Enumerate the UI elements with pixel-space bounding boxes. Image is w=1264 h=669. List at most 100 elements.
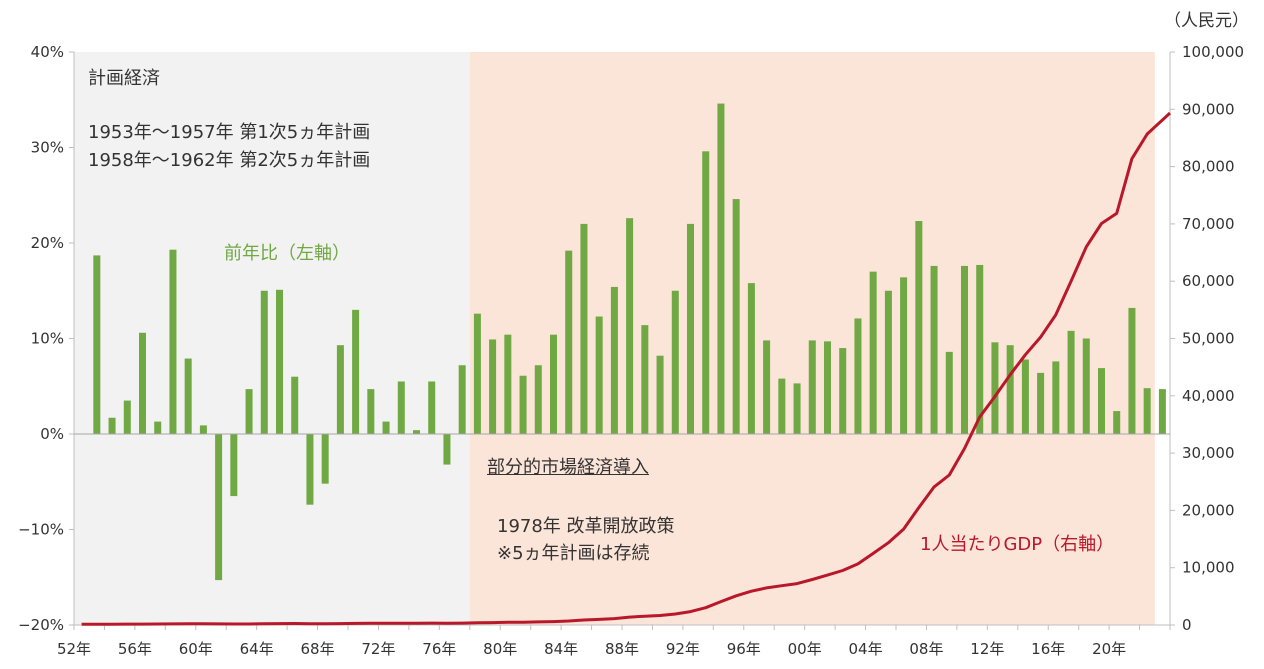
left-tick-label: 40%	[31, 43, 64, 61]
bar-series-label: 前年比（左軸）	[224, 243, 350, 264]
bar-1968	[321, 434, 329, 484]
bar-1984	[565, 250, 573, 434]
bar-2004	[869, 271, 877, 434]
right-tick-label: 20,000	[1182, 501, 1235, 519]
bar-series	[93, 103, 1166, 581]
x-tick-label: 80年	[483, 640, 517, 658]
bar-1977	[458, 365, 466, 434]
bar-2022	[1143, 388, 1151, 434]
bar-1955	[123, 400, 131, 434]
line-series-label: 1人当たりGDP（右軸）	[920, 534, 1115, 555]
bar-2009	[945, 351, 953, 434]
market-line-1: 1978年 改革開放政策	[497, 516, 675, 537]
bar-2023	[1158, 389, 1166, 434]
bar-1966	[291, 376, 299, 434]
left-tick-label: 30%	[31, 139, 64, 157]
bar-1958	[169, 249, 177, 434]
bar-2013	[1006, 345, 1014, 434]
right-tick-label: 100,000	[1182, 43, 1244, 61]
left-tick-label: 0%	[40, 425, 64, 443]
bar-1986	[595, 316, 603, 434]
bar-2012	[991, 342, 999, 434]
bar-1978	[473, 313, 481, 434]
x-tick-label: 00年	[788, 640, 822, 658]
bar-1964	[260, 290, 268, 434]
x-tick-label: 20年	[1092, 640, 1126, 658]
bar-1990	[656, 355, 664, 434]
bar-1992	[686, 223, 695, 434]
bar-1993	[702, 151, 710, 434]
bar-1998	[778, 378, 786, 434]
bar-1971	[367, 389, 375, 434]
bar-2015	[1037, 372, 1045, 434]
bar-1965	[275, 289, 284, 434]
left-tick-label: −10%	[18, 521, 64, 539]
plan-line-1: 1953年～1957年 第1次5ヵ年計画	[88, 122, 371, 143]
bar-1980	[504, 334, 512, 434]
x-tick-label: 16年	[1031, 640, 1065, 658]
x-tick-label: 92年	[666, 640, 700, 658]
bar-2011	[976, 264, 984, 434]
bar-2005	[884, 290, 892, 434]
bar-1959	[184, 358, 192, 434]
bar-2017	[1067, 330, 1075, 434]
right-tick-label: 30,000	[1182, 444, 1235, 462]
bar-1983	[549, 334, 558, 434]
bar-2016	[1052, 361, 1060, 434]
right-tick-label: 10,000	[1182, 559, 1235, 577]
bar-2019	[1097, 368, 1106, 434]
tick-labels: −20% −10% 0% 10% 20% 30% 40% 0 10,000 20,000 30,00…	[18, 43, 1244, 658]
bar-1997	[763, 340, 771, 434]
bar-2008	[930, 265, 938, 434]
bar-1962	[230, 434, 238, 497]
bar-1981	[519, 375, 527, 434]
bar-2020	[1113, 411, 1121, 434]
plan-line-2: 1958年～1962年 第2次5ヵ年計画	[88, 150, 371, 171]
bar-2001	[823, 341, 832, 434]
bar-1995	[732, 199, 740, 434]
right-tick-label: 0	[1182, 616, 1192, 634]
market-economy-title: 部分的市場経済導入	[487, 457, 649, 478]
bar-1987	[610, 286, 618, 434]
bar-1982	[534, 365, 542, 434]
x-tick-label: 76年	[422, 640, 456, 658]
bar-1985	[580, 223, 588, 434]
x-tick-label: 64年	[240, 640, 274, 658]
bar-1972	[382, 421, 390, 434]
plan-economy-title: 計画経済	[88, 68, 160, 89]
right-tick-label: 70,000	[1182, 215, 1235, 233]
right-axis-unit: （人民元）	[1164, 11, 1249, 31]
bar-1974	[412, 430, 421, 434]
bar-1996	[747, 283, 755, 434]
bar-1976	[443, 434, 451, 465]
bar-1956	[138, 332, 147, 434]
right-tick-label: 90,000	[1182, 100, 1235, 118]
bar-2007	[915, 221, 923, 434]
left-tick-label: 20%	[31, 234, 64, 252]
bar-2021	[1128, 307, 1136, 434]
x-tick-label: 60年	[179, 640, 213, 658]
market-line-2: ※5ヵ年計画は存続	[497, 543, 650, 564]
bar-1994	[717, 103, 725, 434]
right-tick-label: 50,000	[1182, 330, 1235, 348]
line-series	[81, 111, 1172, 626]
left-tick-label: −20%	[18, 616, 64, 634]
left-tick-label: 10%	[31, 330, 64, 348]
x-tick-label: 04年	[849, 640, 883, 658]
x-tick-label: 12年	[970, 640, 1004, 658]
bar-1991	[671, 290, 679, 434]
bar-1957	[154, 421, 162, 434]
bar-1989	[641, 325, 649, 434]
right-tick-label: 40,000	[1182, 387, 1235, 405]
bar-2000	[808, 340, 816, 434]
bar-2014	[1021, 359, 1029, 434]
bar-1973	[397, 381, 405, 434]
right-tick-label: 60,000	[1182, 272, 1235, 290]
bar-2002	[839, 348, 847, 434]
bar-1960	[199, 425, 207, 434]
x-tick-label: 88年	[605, 640, 639, 658]
bar-1953	[93, 255, 101, 434]
bar-1969	[336, 345, 344, 434]
x-tick-label: 84年	[544, 640, 578, 658]
